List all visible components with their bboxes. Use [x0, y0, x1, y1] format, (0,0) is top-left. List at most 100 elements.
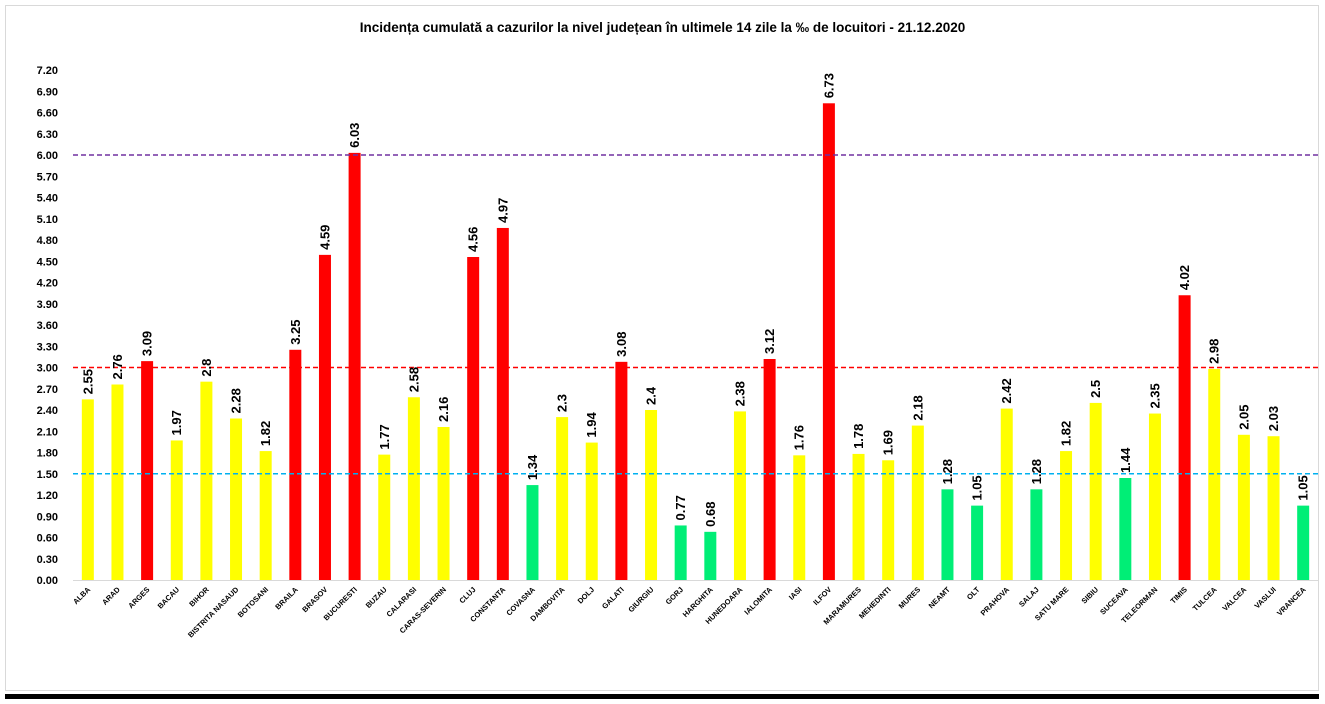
- y-tick-label: 3.60: [37, 320, 58, 332]
- x-tick-label: MURES: [897, 585, 923, 611]
- y-tick-label: 6.30: [37, 129, 58, 141]
- y-tick-label: 4.80: [37, 235, 58, 247]
- data-label: 3.08: [614, 332, 629, 357]
- x-tick-label: MEHEDINTI: [857, 585, 893, 621]
- y-tick-label: 1.50: [37, 469, 58, 481]
- x-tick-label: BIHOR: [187, 585, 211, 609]
- bar: [1060, 451, 1073, 580]
- data-label: 4.97: [495, 198, 510, 223]
- x-tick-label: GORJ: [664, 585, 685, 606]
- data-label: 2.76: [110, 354, 125, 379]
- bar: [437, 427, 450, 580]
- y-tick-label: 3.30: [37, 341, 58, 353]
- data-label: 0.68: [703, 502, 718, 527]
- y-tick-label: 5.70: [37, 171, 58, 183]
- y-tick-label: 5.40: [37, 193, 58, 205]
- bar: [852, 453, 865, 580]
- bar: [882, 460, 895, 580]
- bar: [941, 489, 954, 580]
- data-label: 4.56: [466, 227, 481, 252]
- y-tick-label: 6.60: [37, 108, 58, 120]
- bar: [318, 254, 331, 580]
- bar: [1030, 489, 1043, 580]
- y-tick-label: 6.90: [37, 86, 58, 98]
- data-label: 4.59: [317, 225, 332, 250]
- bar: [615, 361, 628, 580]
- data-label: 1.78: [851, 424, 866, 449]
- x-tick-label: NEAMT: [927, 585, 953, 611]
- bar: [1119, 478, 1132, 580]
- bar: [704, 531, 717, 580]
- data-label: 1.69: [881, 430, 896, 455]
- y-tick-label: 1.80: [37, 448, 58, 460]
- data-label: 1.97: [169, 410, 184, 435]
- bar: [1208, 368, 1221, 580]
- x-tick-label: PRAHOVA: [979, 585, 1012, 618]
- bar: [1267, 436, 1280, 580]
- bar: [1148, 413, 1161, 580]
- bar: [111, 384, 124, 580]
- bar: [526, 485, 539, 580]
- data-label: 1.94: [584, 412, 599, 438]
- bar: [556, 417, 569, 580]
- data-label: 2.3: [555, 394, 570, 412]
- y-tick-label: 2.40: [37, 405, 58, 417]
- data-label: 3.12: [762, 329, 777, 354]
- data-label: 1.44: [1118, 447, 1133, 473]
- bottom-border-bar: [5, 694, 1319, 699]
- data-label: 2.03: [1266, 406, 1281, 431]
- y-tick-label: 7.20: [37, 65, 58, 77]
- bar: [763, 359, 776, 580]
- y-tick-label: 3.90: [37, 299, 58, 311]
- x-tick-label: CLUJ: [457, 585, 477, 605]
- x-tick-label: SIBIU: [1080, 585, 1101, 606]
- x-tick-label: SALAJ: [1017, 585, 1041, 609]
- x-tick-label: BISTRITA NASAUD: [186, 585, 241, 640]
- chart-title: Incidența cumulată a cazurilor la nivel …: [359, 20, 966, 35]
- x-tick-label: BACAU: [156, 585, 182, 611]
- y-tick-label: 2.10: [37, 426, 58, 438]
- data-label: 1.82: [258, 421, 273, 446]
- bar: [822, 103, 835, 581]
- data-label: 3.25: [288, 319, 303, 344]
- x-tick-label: BOTOSANI: [236, 585, 270, 619]
- x-tick-label: DOLJ: [576, 585, 597, 606]
- x-tick-label: ARAD: [100, 585, 122, 607]
- x-tick-label: GALATI: [600, 585, 626, 611]
- data-label: 2.8: [199, 359, 214, 377]
- bar: [289, 349, 302, 580]
- bar: [1237, 434, 1250, 580]
- x-tick-label: OLT: [965, 585, 982, 602]
- data-label: 1.77: [377, 424, 392, 449]
- y-tick-label: 0.00: [37, 575, 58, 587]
- x-tick-label: ILFOV: [811, 585, 833, 607]
- bar: [1297, 505, 1310, 580]
- data-label: 2.18: [910, 395, 925, 420]
- data-label: 1.76: [792, 425, 807, 450]
- bar: [259, 451, 272, 580]
- data-label: 2.35: [1147, 383, 1162, 408]
- y-tick-label: 3.00: [37, 363, 58, 375]
- data-label: 2.42: [999, 378, 1014, 403]
- data-label: 1.28: [1029, 459, 1044, 484]
- x-tick-label: BUZAU: [364, 585, 389, 610]
- y-tick-label: 2.70: [37, 384, 58, 396]
- data-label: 1.34: [525, 454, 540, 480]
- bar: [585, 442, 598, 580]
- x-tick-label: GIURGIU: [626, 585, 655, 614]
- bar: [230, 418, 243, 580]
- data-label: 3.09: [140, 331, 155, 356]
- data-label: 2.55: [80, 369, 95, 394]
- x-tick-label: TULCEA: [1191, 585, 1219, 613]
- data-label: 2.05: [1236, 404, 1251, 429]
- data-label: 4.02: [1177, 265, 1192, 290]
- data-label: 2.98: [1207, 339, 1222, 364]
- bar: [200, 381, 213, 580]
- bar: [1089, 402, 1102, 580]
- bar: [971, 505, 984, 580]
- bar: [496, 227, 509, 581]
- bar: [674, 525, 687, 580]
- bar: [1178, 295, 1191, 580]
- x-tick-label: ALBA: [71, 585, 93, 607]
